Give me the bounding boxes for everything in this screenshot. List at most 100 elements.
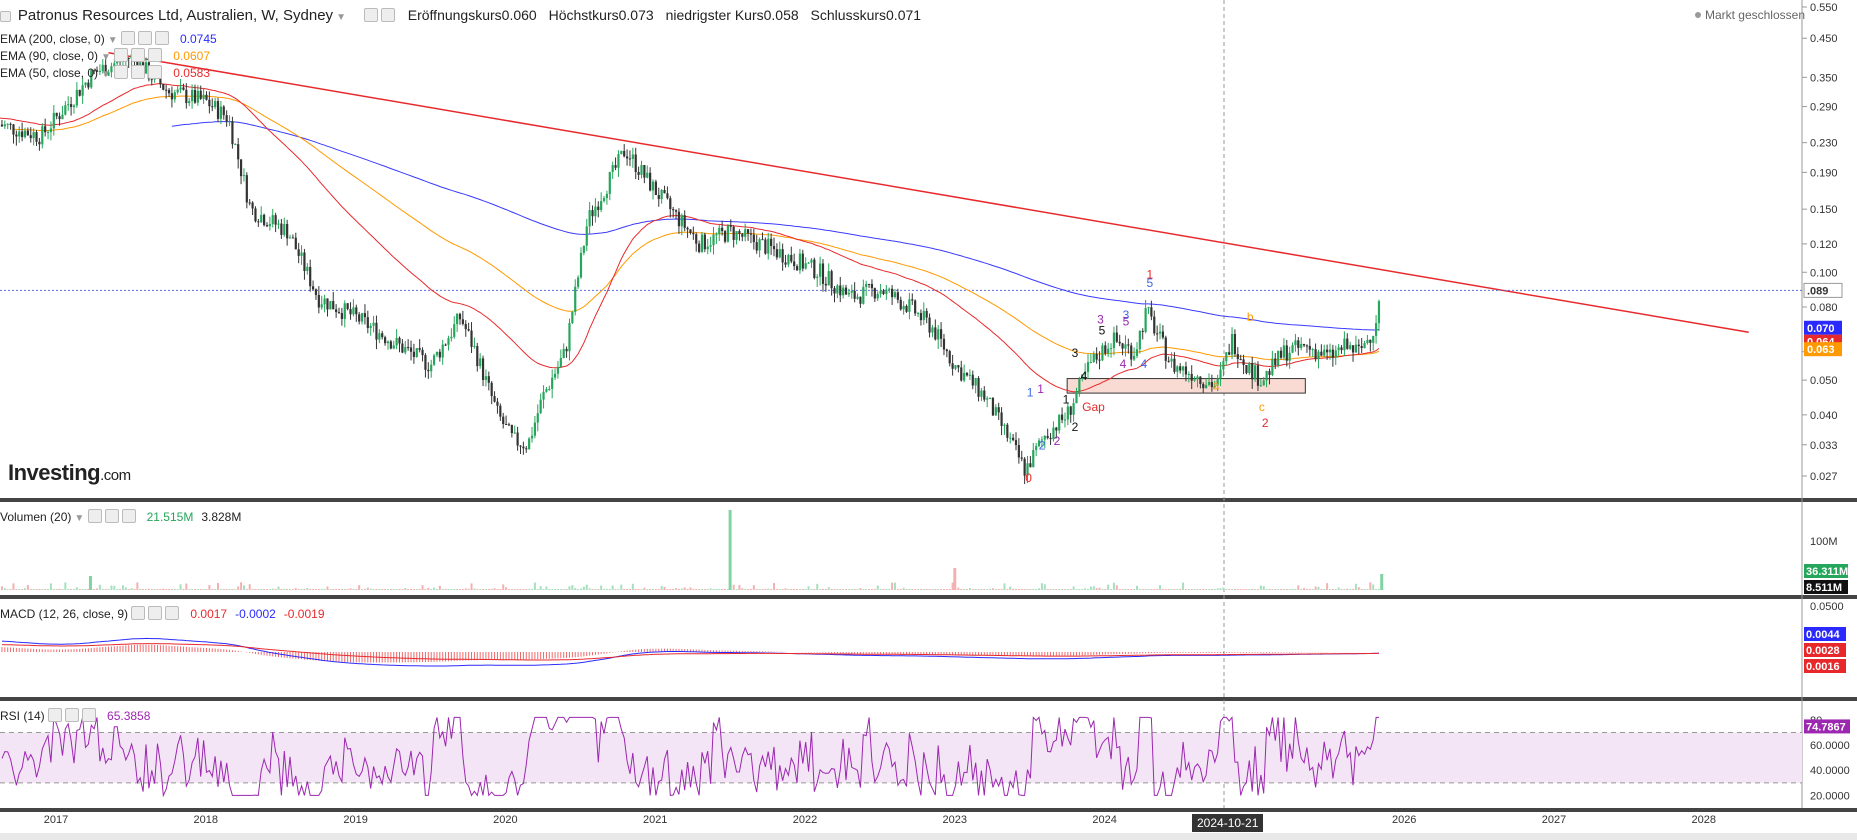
bottom-toolbar[interactable]	[0, 833, 1857, 840]
candle-body	[1014, 440, 1018, 446]
volume-bar	[672, 589, 675, 590]
settings-icon[interactable]	[104, 509, 119, 523]
candle-body	[951, 363, 954, 369]
volume-bar	[268, 589, 271, 590]
candle-body	[239, 159, 243, 177]
candle-body	[1150, 307, 1153, 317]
ema90-legend[interactable]: EMA (90, close, 0) ▼ 0.0607	[0, 48, 210, 63]
volume-bar	[1133, 589, 1136, 590]
volume-bar	[127, 589, 130, 590]
volume-bar	[677, 589, 680, 590]
candle-body	[850, 290, 853, 293]
eye-icon[interactable]	[120, 31, 135, 45]
volume-bar	[1147, 589, 1150, 590]
candle-body	[314, 289, 318, 295]
settings-icon[interactable]	[148, 606, 163, 620]
close-icon[interactable]	[165, 606, 180, 620]
volume-bar	[3, 588, 6, 590]
volume-bar	[1210, 589, 1213, 590]
volume-bar	[136, 582, 139, 590]
candle-body	[1265, 371, 1268, 381]
volume-bar	[242, 585, 245, 590]
chevron-down-icon[interactable]: ▼	[336, 12, 346, 23]
volume-bar	[418, 589, 421, 590]
candle-body	[749, 233, 753, 235]
volume-bar	[824, 589, 827, 590]
eye-icon[interactable]	[48, 708, 63, 722]
price-tick-label: 0.150	[1810, 204, 1838, 216]
candle-body	[628, 158, 632, 160]
candle-body	[1052, 427, 1055, 440]
close-icon[interactable]	[154, 31, 169, 45]
volume-bar	[896, 589, 899, 590]
candle-body	[677, 211, 681, 227]
volume-bar	[456, 589, 459, 590]
volume-bar	[1115, 585, 1118, 590]
candle-body	[18, 131, 21, 137]
candle-body	[974, 378, 977, 386]
candle-body	[942, 338, 946, 350]
volume-bar	[1372, 584, 1375, 590]
volume-bar	[1222, 587, 1225, 590]
eye-icon[interactable]	[114, 65, 129, 79]
volume-bar	[1213, 589, 1216, 590]
volume-bar	[1199, 589, 1202, 590]
volume-bar	[1277, 589, 1280, 590]
candle-body	[1366, 339, 1369, 344]
ema50-legend[interactable]: EMA (50, close, 0) ▼ 0.0583	[0, 65, 210, 80]
candle-body	[971, 374, 974, 386]
eye-icon[interactable]	[87, 509, 102, 523]
candle-body	[1354, 344, 1358, 353]
volume-bar	[1159, 585, 1162, 590]
volume-bar	[415, 589, 418, 590]
candle-body	[873, 288, 876, 299]
ema200-legend[interactable]: EMA (200, close, 0) ▼ 0.0745	[0, 31, 217, 46]
close-icon[interactable]	[148, 48, 163, 62]
volume-bar	[346, 589, 349, 590]
candle-body	[1017, 445, 1020, 458]
eye-icon[interactable]	[114, 48, 129, 62]
volume-bar	[1357, 587, 1360, 590]
close-icon[interactable]	[121, 509, 136, 523]
candle-body	[320, 304, 323, 308]
volume-bar	[96, 588, 99, 590]
settings-icon[interactable]	[380, 8, 395, 22]
settings-icon[interactable]	[137, 31, 152, 45]
rsi-legend[interactable]: RSI (14) 65.3858	[0, 708, 151, 723]
eye-icon[interactable]	[131, 606, 146, 620]
volume-bar	[401, 589, 404, 590]
volume-bar	[277, 586, 280, 590]
macd-legend[interactable]: MACD (12, 26, close, 9) 0.0017 -0.0002 -0.…	[0, 606, 325, 621]
candle-body	[294, 237, 297, 250]
eye-icon[interactable]	[363, 8, 378, 22]
settings-icon[interactable]	[65, 708, 80, 722]
candle-body	[237, 144, 240, 160]
candle-body	[574, 286, 577, 312]
x-tick-label: 2020	[493, 814, 517, 826]
candle-body	[283, 223, 286, 235]
candle-body	[29, 135, 32, 139]
volume-bar	[1231, 589, 1234, 590]
settings-icon[interactable]	[131, 65, 146, 79]
close-icon[interactable]	[148, 65, 163, 79]
volume-badge	[1804, 580, 1848, 594]
candle-body	[188, 101, 191, 104]
volume-legend[interactable]: Volumen (20) ▼ 21.515M 3.828M	[0, 509, 242, 524]
chart-header: Patronus Resources Ltd, Australien, W, S…	[0, 7, 921, 24]
volume-bar	[568, 586, 571, 590]
volume-bar	[1216, 588, 1219, 590]
candle-body	[761, 239, 764, 241]
candle-body	[311, 286, 315, 290]
volume-bar	[1282, 589, 1285, 590]
settings-icon[interactable]	[131, 48, 146, 62]
volume-bar	[98, 584, 101, 590]
instrument-title[interactable]: Patronus Resources Ltd, Australien, W, S…	[17, 7, 334, 24]
collapse-icon[interactable]	[0, 11, 11, 22]
candle-body	[726, 225, 730, 242]
volume-bar	[15, 589, 18, 590]
candle-body	[778, 249, 781, 258]
volume-bar	[721, 589, 724, 590]
close-icon[interactable]	[82, 708, 97, 722]
